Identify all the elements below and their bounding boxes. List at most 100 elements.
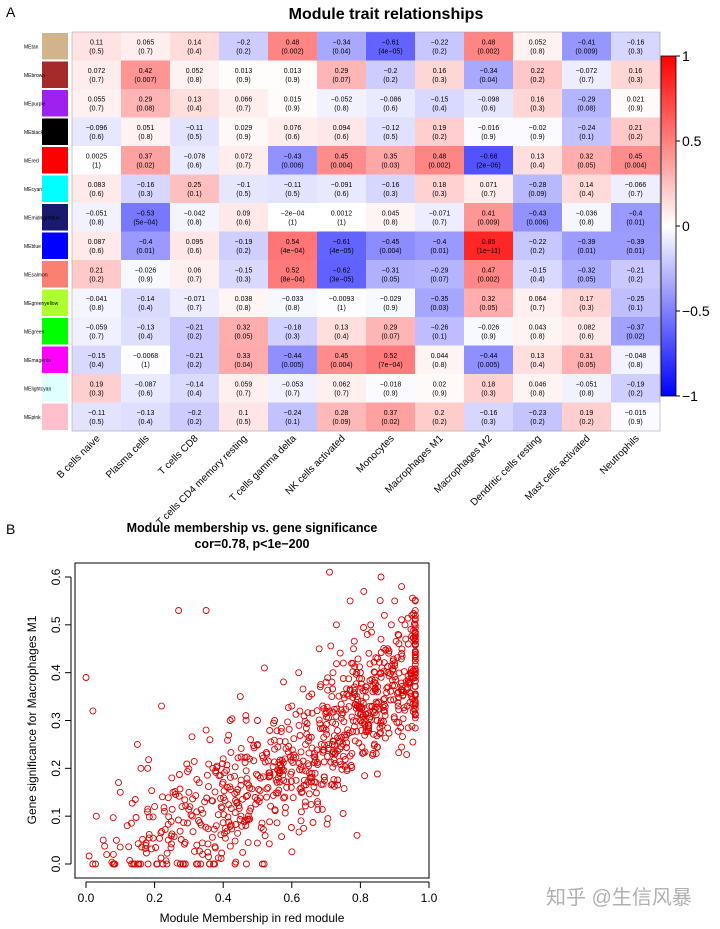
- cell-correlation: 0.16: [433, 68, 447, 75]
- cell-pvalue: (0.004): [379, 248, 401, 255]
- cell-pvalue: (0.08): [136, 105, 154, 112]
- cell-correlation: −0.029: [380, 296, 402, 303]
- heatmap-cell: [366, 174, 416, 204]
- cell-pvalue: (0.6): [236, 219, 250, 226]
- heatmap-cell: [611, 174, 661, 204]
- module-color-MEgreen: [42, 318, 68, 345]
- scatter-point: [188, 733, 196, 741]
- scatter-point: [178, 803, 186, 811]
- scatter-point: [255, 785, 263, 793]
- cell-correlation: −0.042: [184, 210, 206, 217]
- scatter-point: [169, 788, 177, 796]
- scatter-point: [221, 797, 229, 805]
- cell-pvalue: (0.3): [285, 333, 299, 340]
- scatter-point: [244, 791, 252, 799]
- x-tick-label: 0.2: [146, 891, 163, 905]
- cell-pvalue: (0.8): [236, 305, 250, 312]
- scatter-point: [362, 693, 370, 701]
- trait-label: Plasma cells: [104, 433, 151, 480]
- heatmap-cell: [317, 260, 367, 289]
- cell-pvalue: (0.05): [577, 276, 595, 283]
- cell-pvalue: (0.2): [579, 419, 593, 426]
- cell-pvalue: (0.3): [628, 48, 642, 55]
- cell-pvalue: (0.3): [89, 390, 103, 397]
- scatter-point: [361, 731, 369, 739]
- cell-pvalue: (0.7): [481, 191, 495, 198]
- cell-correlation: −0.096: [86, 125, 108, 132]
- cell-pvalue: (0.2): [628, 276, 642, 283]
- scatter-point: [287, 770, 295, 778]
- heatmap-cell: [464, 60, 514, 90]
- cell-correlation: −0.0068: [133, 353, 159, 360]
- module-color-MEmidnightblue: [42, 204, 68, 231]
- cell-pvalue: (0.4): [432, 105, 446, 112]
- heatmap-cell: [72, 402, 122, 432]
- scatter-point: [300, 824, 308, 832]
- scatter-point: [332, 621, 340, 629]
- scatter-point: [168, 830, 176, 838]
- cell-pvalue: (0.7): [334, 390, 348, 397]
- scatter-point: [242, 716, 250, 724]
- scatter-point: [153, 860, 161, 868]
- heatmap-cell: [72, 288, 122, 318]
- heatmap-cell: [513, 89, 563, 118]
- cell-pvalue: (0.5): [89, 48, 103, 55]
- cell-pvalue: (1): [288, 219, 297, 226]
- scatter-point: [398, 645, 406, 653]
- scatter-point: [330, 782, 338, 790]
- scatter-point: [387, 621, 395, 629]
- heatmap-cell: [72, 374, 122, 403]
- cell-pvalue: (0.8): [383, 219, 397, 226]
- scatter-point: [217, 831, 225, 839]
- cell-pvalue: (0.7): [236, 105, 250, 112]
- cell-pvalue: (0.07): [332, 77, 350, 84]
- scatter-point: [195, 817, 202, 824]
- scatter-point: [195, 779, 203, 787]
- cell-correlation: −0.29: [431, 267, 449, 274]
- scatter-point: [145, 834, 153, 842]
- scatter-point: [356, 717, 364, 724]
- cell-correlation: −0.11: [88, 410, 105, 417]
- cell-correlation: 0.055: [88, 96, 106, 103]
- scatter-point: [389, 657, 397, 665]
- heatmap-cell: [170, 174, 220, 204]
- scatter-point: [161, 826, 169, 834]
- heatmap-cell: [464, 260, 514, 289]
- cell-pvalue: (0.9): [628, 419, 642, 426]
- cell-pvalue: (0.006): [526, 219, 548, 226]
- scatter-point: [312, 789, 320, 797]
- cell-correlation: 0.066: [235, 96, 253, 103]
- heatmap-cell: [219, 374, 269, 403]
- heatmap-cell: [170, 260, 220, 289]
- cell-correlation: 0.17: [580, 296, 594, 303]
- scatter-point: [125, 843, 133, 851]
- scatter-point: [408, 670, 415, 678]
- panel-label-b: B: [6, 521, 15, 537]
- scatter-point: [92, 860, 99, 868]
- x-tick-label: 0.8: [352, 891, 369, 905]
- cell-pvalue: (0.8): [187, 219, 201, 226]
- cell-pvalue: (0.9): [236, 134, 250, 141]
- cell-pvalue: (0.07): [381, 333, 399, 340]
- scatter-point: [226, 783, 234, 791]
- trait-label: Monocytes: [355, 433, 397, 475]
- cell-pvalue: (0.005): [281, 362, 303, 369]
- scatter-point: [145, 813, 153, 821]
- scatter-point: [399, 733, 406, 741]
- heatmap-cell: [464, 32, 514, 61]
- scatter-point: [184, 819, 191, 827]
- cell-pvalue: (0.007): [134, 77, 156, 84]
- cell-pvalue: (0.2): [628, 390, 642, 397]
- heatmap-cell: [72, 146, 122, 175]
- scatter-point: [365, 649, 373, 657]
- scatter-point: [264, 784, 272, 792]
- scatter-point: [409, 673, 417, 681]
- scatter-point: [190, 757, 198, 765]
- cell-correlation: −0.071: [429, 210, 451, 217]
- cell-correlation: −0.26: [431, 324, 449, 331]
- heatmap-cell: [611, 374, 661, 403]
- scatter-point: [354, 655, 362, 663]
- cell-correlation: −0.41: [578, 39, 596, 46]
- scatter-point: [181, 838, 189, 846]
- scatter-point: [274, 743, 282, 751]
